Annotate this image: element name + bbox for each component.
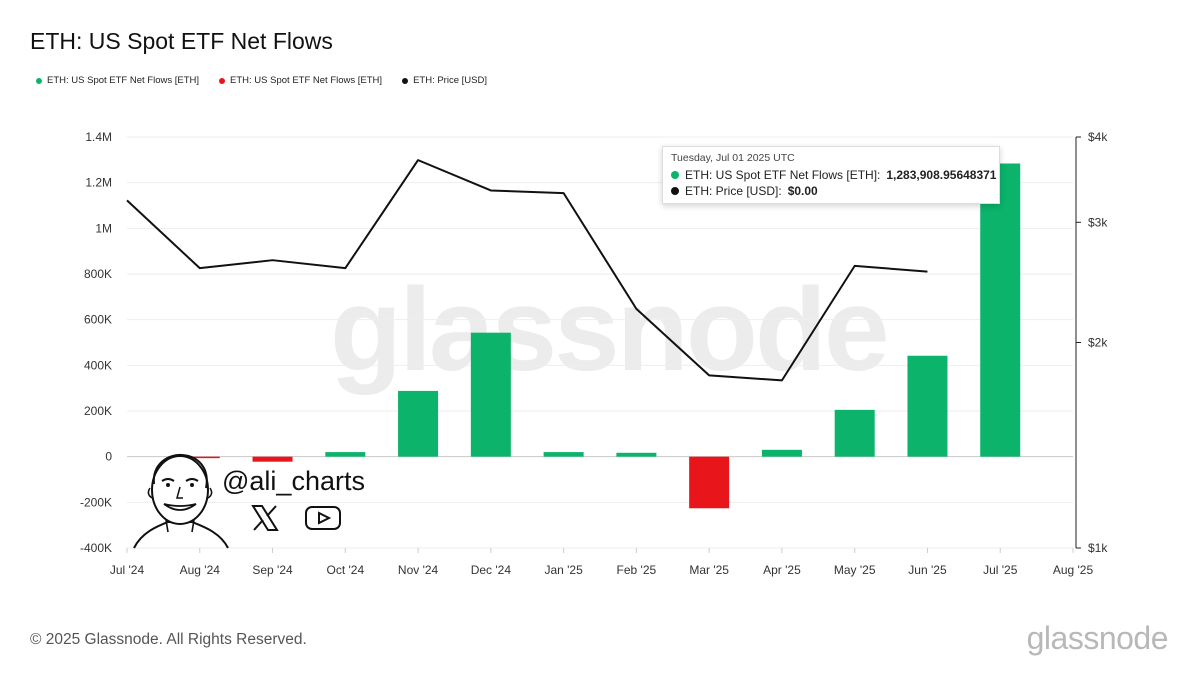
- tooltip-row-price: ETH: Price [USD]: $0.00: [671, 183, 991, 199]
- x-tick-label: Jul '25: [983, 563, 1018, 577]
- price-line: [126, 159, 928, 382]
- tooltip-dot-green: [671, 171, 679, 179]
- x-tick-label: May '25: [834, 563, 876, 577]
- y-left-tick-label: -200K: [80, 495, 112, 509]
- y-left-tick-label: -400K: [80, 541, 112, 555]
- x-tick-label: Jun '25: [908, 563, 947, 577]
- y-right-tick-label: $3k: [1088, 215, 1108, 229]
- tooltip-price-label: ETH: Price [USD]:: [685, 184, 782, 198]
- chart-title: ETH: US Spot ETF Net Flows: [30, 28, 333, 54]
- flow-bar: [834, 409, 875, 457]
- legend-item-flows-positive[interactable]: ETH: US Spot ETF Net Flows [ETH]: [36, 75, 199, 86]
- flow-bar: [616, 452, 657, 457]
- author-avatar: [133, 453, 229, 549]
- flow-bar: [980, 163, 1021, 457]
- y-left-tick-label: 400K: [84, 358, 112, 372]
- flow-bar: [761, 449, 802, 457]
- x-tick-label: Jul '24: [110, 563, 145, 577]
- legend-dot-black: [402, 77, 409, 84]
- author-handle[interactable]: @ali_charts: [222, 466, 365, 496]
- glassnode-logo: glassnode: [1026, 620, 1169, 656]
- social-icons: [250, 504, 342, 532]
- x-tick-label: Oct '24: [326, 563, 364, 577]
- flow-bar: [325, 452, 366, 457]
- flow-bar: [179, 456, 220, 459]
- y-left-tick-label: 1.4M: [85, 130, 112, 144]
- flow-bar: [543, 452, 584, 457]
- tooltip-flows-label: ETH: US Spot ETF Net Flows [ETH]:: [685, 168, 881, 182]
- y-left-tick-label: 1.2M: [85, 176, 112, 190]
- legend-item-flows-negative[interactable]: ETH: US Spot ETF Net Flows [ETH]: [219, 75, 382, 86]
- y-right-tick-label: $2k: [1088, 336, 1108, 350]
- y-right-tick-label: $1k: [1088, 541, 1108, 555]
- x-logo-icon[interactable]: [250, 504, 280, 532]
- tooltip: Tuesday, Jul 01 2025 UTC ETH: US Spot ET…: [662, 146, 1000, 204]
- legend-item-price[interactable]: ETH: Price [USD]: [402, 75, 487, 86]
- x-tick-label: Sep '24: [252, 563, 293, 577]
- y-left-tick-label: 0: [105, 450, 112, 464]
- copyright-footer: © 2025 Glassnode. All Rights Reserved.: [30, 631, 307, 648]
- flow-bar: [470, 332, 511, 457]
- tooltip-price-value: $0.00: [787, 184, 818, 198]
- tooltip-date: Tuesday, Jul 01 2025 UTC: [671, 152, 795, 164]
- legend-label: ETH: US Spot ETF Net Flows [ETH]: [230, 75, 383, 86]
- legend: ETH: US Spot ETF Net Flows [ETH] ETH: US…: [36, 75, 487, 86]
- legend-dot-green: [36, 77, 42, 84]
- flow-bar: [689, 456, 730, 509]
- legend-label: ETH: US Spot ETF Net Flows [ETH]: [47, 75, 200, 86]
- y-right-tick-label: $4k: [1088, 130, 1108, 144]
- y-left-tick-label: 200K: [84, 404, 112, 418]
- y-left-tick-label: 800K: [84, 267, 112, 281]
- x-tick-label: Aug '25: [1053, 563, 1094, 577]
- x-tick-label: Aug '24: [180, 563, 221, 577]
- flow-bar: [398, 390, 439, 457]
- x-tick-label: Jan '25: [544, 563, 583, 577]
- flow-bar: [252, 456, 293, 462]
- x-tick-label: Nov '24: [398, 563, 439, 577]
- y-left-tick-label: 1M: [95, 221, 112, 235]
- tooltip-flows-value: 1,283,908.95648371: [886, 168, 997, 182]
- x-tick-label: Dec '24: [471, 563, 512, 577]
- tooltip-row-flows: ETH: US Spot ETF Net Flows [ETH]: 1,283,…: [671, 167, 996, 183]
- x-tick-label: Mar '25: [689, 563, 729, 577]
- tooltip-dot-black: [671, 187, 679, 195]
- y-left-tick-label: 600K: [84, 313, 112, 327]
- x-tick-label: Feb '25: [617, 563, 657, 577]
- legend-dot-red: [219, 77, 226, 84]
- x-tick-label: Apr '25: [763, 563, 801, 577]
- youtube-icon[interactable]: [304, 504, 342, 532]
- legend-label: ETH: Price [USD]: [413, 75, 487, 86]
- flow-bar: [907, 355, 948, 457]
